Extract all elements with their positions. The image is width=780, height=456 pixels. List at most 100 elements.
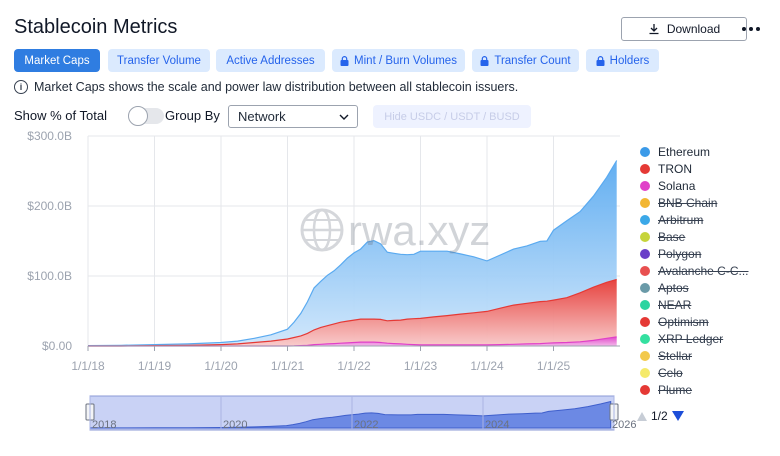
legend-dot-icon <box>640 231 650 242</box>
legend-label: Ethereum <box>658 144 711 159</box>
area-solana[interactable] <box>88 336 617 346</box>
navigator-tick-label: 2024 <box>485 419 509 431</box>
area-ethereum[interactable] <box>88 160 617 347</box>
legend-item-avalanche-c-c[interactable]: Avalanche C-C... <box>640 262 749 279</box>
tab-mint-burn-volumes[interactable]: Mint / Burn Volumes <box>332 49 465 72</box>
legend-item-tron[interactable]: TRON <box>640 160 692 177</box>
chevron-down-icon <box>339 114 349 120</box>
legend-item-arbitrum[interactable]: Arbitrum <box>640 211 703 228</box>
legend-item-aptos[interactable]: Aptos <box>640 279 689 296</box>
watermark-text: rwa.xyz <box>348 207 490 254</box>
legend-page-text: 1/2 <box>651 409 668 423</box>
page-title: Stablecoin Metrics <box>14 16 178 38</box>
x-tick-label: 1/1/24 <box>470 359 504 373</box>
show-pct-label: Show % of Total <box>14 108 107 123</box>
legend-page-up-icon[interactable] <box>637 411 647 421</box>
legend-dot-icon <box>640 265 650 276</box>
legend-item-base[interactable]: Base <box>640 228 685 245</box>
legend-dot-icon <box>640 384 650 395</box>
more-dot-icon <box>742 27 746 31</box>
lock-icon <box>480 55 489 66</box>
tab-holders[interactable]: Holders <box>586 49 659 72</box>
legend-page-down-icon[interactable] <box>671 411 684 421</box>
legend-item-xrp-ledger[interactable]: XRP Ledger <box>640 330 723 347</box>
chart-legend: Ethereum TRON Solana BNB Chain Arbitrum Base P… <box>640 143 776 411</box>
legend-label: Polygon <box>658 246 702 261</box>
legend-pager: 1/2 <box>637 409 684 423</box>
legend-dot-icon <box>640 299 650 310</box>
legend-label: TRON <box>658 161 692 176</box>
legend-item-polygon[interactable]: Polygon <box>640 245 701 262</box>
line-ethereum <box>87 160 618 347</box>
legend-dot-icon <box>640 197 650 208</box>
more-dot-icon <box>749 27 753 31</box>
legend-label: Base <box>658 229 686 244</box>
legend-item-plume[interactable]: Plume <box>640 381 692 398</box>
info-text: Market Caps shows the scale and power la… <box>34 80 519 94</box>
more-options-button[interactable] <box>740 20 762 38</box>
legend-dot-icon <box>640 214 650 225</box>
legend-dot-icon <box>640 146 650 157</box>
navigator-tick-label: 2018 <box>92 419 116 431</box>
legend-label: Celo <box>658 365 683 380</box>
x-tick-label: 1/1/20 <box>204 359 238 373</box>
legend-item-ethereum[interactable]: Ethereum <box>640 143 710 160</box>
tab-label: Transfer Count <box>494 54 571 67</box>
toggle-knob <box>128 106 148 126</box>
info-icon: i <box>14 80 28 94</box>
tab-label: Mint / Burn Volumes <box>354 54 457 67</box>
tab-transfer-volume[interactable]: Transfer Volume <box>108 49 210 72</box>
group-by-label: Group By <box>165 108 220 123</box>
x-tick-label: 1/1/25 <box>537 359 571 373</box>
download-icon <box>649 24 659 35</box>
tab-label: Transfer Volume <box>117 54 201 67</box>
tab-label: Holders <box>609 54 650 67</box>
legend-dot-icon <box>640 350 650 361</box>
tab-transfer-count[interactable]: Transfer Count <box>472 49 579 72</box>
y-tick-label: $0.00 <box>42 339 72 353</box>
y-tick-label: $100.0B <box>27 269 72 283</box>
legend-item-near[interactable]: NEAR <box>640 296 691 313</box>
x-tick-label: 1/1/21 <box>271 359 305 373</box>
legend-label: Aptos <box>658 280 689 295</box>
x-tick-label: 1/1/23 <box>404 359 438 373</box>
x-tick-label: 1/1/22 <box>337 359 371 373</box>
group-by-select[interactable]: Network <box>228 105 358 128</box>
legend-item-bnb-chain[interactable]: BNB Chain <box>640 194 717 211</box>
lock-icon <box>596 55 605 66</box>
show-pct-toggle[interactable] <box>128 106 164 126</box>
legend-item-solana[interactable]: Solana <box>640 177 695 194</box>
x-tick-label: 1/1/19 <box>138 359 172 373</box>
area-tron[interactable] <box>88 279 617 347</box>
x-tick-label: 1/1/18 <box>71 359 105 373</box>
legend-item-celo[interactable]: Celo <box>640 364 683 381</box>
legend-label: Arbitrum <box>658 212 704 227</box>
y-tick-label: $200.0B <box>27 199 72 213</box>
legend-label: Plume <box>658 382 693 397</box>
navigator-tick-label: 2026 <box>612 419 636 431</box>
legend-item-optimism[interactable]: Optimism <box>640 313 709 330</box>
legend-dot-icon <box>640 316 650 327</box>
legend-item-stellar[interactable]: Stellar <box>640 347 692 364</box>
legend-dot-icon <box>640 367 650 378</box>
info-row: i Market Caps shows the scale and power … <box>14 80 518 94</box>
legend-label: Stellar <box>658 348 693 363</box>
download-button[interactable]: Download <box>621 17 747 41</box>
watermark: rwa.xyz <box>300 207 490 254</box>
legend-dot-icon <box>640 180 650 191</box>
download-label: Download <box>666 22 721 36</box>
tab-market-caps[interactable]: Market Caps <box>14 49 100 72</box>
legend-dot-icon <box>640 248 650 259</box>
legend-dot-icon <box>640 282 650 293</box>
legend-label: Avalanche C-C... <box>658 263 749 278</box>
tab-active-addresses[interactable]: Active Addresses <box>216 49 325 72</box>
lock-icon <box>340 55 349 66</box>
y-tick-label: $300.0B <box>27 129 72 143</box>
chart-controls: Show % of Total Group By Network Hide US… <box>14 104 774 128</box>
hide-major-stablecoins-button[interactable]: Hide USDC / USDT / BUSD <box>373 105 531 128</box>
more-dot-icon <box>756 27 760 31</box>
navigator-tick-label: 2020 <box>223 419 247 431</box>
line-tron <box>88 278 617 347</box>
group-by-value: Network <box>238 109 286 124</box>
